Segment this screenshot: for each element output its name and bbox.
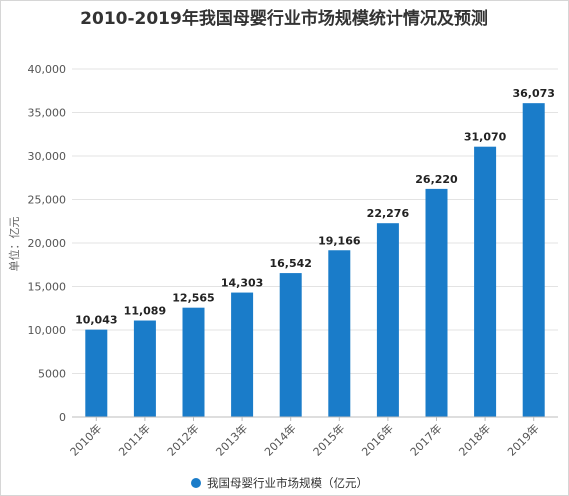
y-tick-label: 20,000 — [28, 237, 67, 250]
legend-label: 我国母婴行业市场规模（亿元） — [207, 476, 368, 490]
data-label: 26,220 — [415, 173, 458, 186]
y-tick-label: 25,000 — [28, 194, 67, 207]
x-tick-label: 2017年 — [407, 421, 444, 458]
x-tick-label: 2011年 — [116, 421, 153, 458]
bar[interactable] — [425, 188, 448, 417]
bar[interactable] — [328, 250, 351, 417]
y-tick-label: 0 — [59, 411, 66, 424]
y-tick-label: 30,000 — [28, 150, 67, 163]
bar[interactable] — [182, 307, 205, 417]
chart-title: 2010-2019年我国母婴行业市场规模统计情况及预测 — [80, 8, 488, 29]
data-label: 11,089 — [124, 305, 166, 318]
x-axis-ticks: 2010年 2011年 2012年 2013年 2014年 2015年 2016年 2017年… — [67, 417, 542, 459]
data-label: 16,542 — [269, 257, 311, 270]
bar[interactable] — [133, 320, 156, 417]
data-label: 14,303 — [221, 277, 263, 290]
y-axis-ticks: 0 5000 10,000 15,000 20,000 25,000 30,000 35,00… — [28, 63, 67, 424]
data-labels: 10,043 11,089 12,565 14,303 16,542 19,166 22,2… — [75, 87, 555, 326]
y-tick-label: 5000 — [38, 368, 66, 381]
data-label: 22,276 — [367, 207, 410, 220]
x-tick-label: 2014年 — [261, 421, 298, 458]
bar[interactable] — [474, 146, 497, 418]
data-label: 19,166 — [318, 234, 361, 247]
bar[interactable] — [522, 103, 545, 417]
bar[interactable] — [376, 223, 399, 417]
x-tick-label: 2015年 — [310, 421, 347, 458]
bar[interactable] — [231, 292, 254, 417]
y-tick-label: 15,000 — [28, 281, 67, 294]
bar[interactable] — [279, 273, 302, 417]
legend[interactable]: 我国母婴行业市场规模（亿元） — [191, 476, 368, 490]
x-tick-label: 2018年 — [456, 421, 493, 458]
x-tick-label: 2010年 — [67, 421, 104, 458]
y-tick-label: 40,000 — [28, 63, 67, 76]
x-tick-label: 2012年 — [164, 421, 201, 458]
bar[interactable] — [85, 329, 108, 417]
y-tick-label: 10,000 — [28, 324, 67, 337]
x-tick-label: 2019年 — [504, 421, 541, 458]
y-axis-title: 单位：亿元 — [7, 217, 21, 272]
data-label: 12,565 — [172, 292, 214, 305]
y-tick-label: 35,000 — [28, 107, 67, 120]
bars — [85, 103, 545, 418]
x-tick-label: 2013年 — [213, 421, 250, 458]
data-label: 31,070 — [464, 131, 507, 144]
legend-marker — [191, 478, 201, 488]
x-tick-label: 2016年 — [359, 421, 396, 458]
data-label: 10,043 — [75, 314, 117, 327]
data-label: 36,073 — [512, 87, 554, 100]
